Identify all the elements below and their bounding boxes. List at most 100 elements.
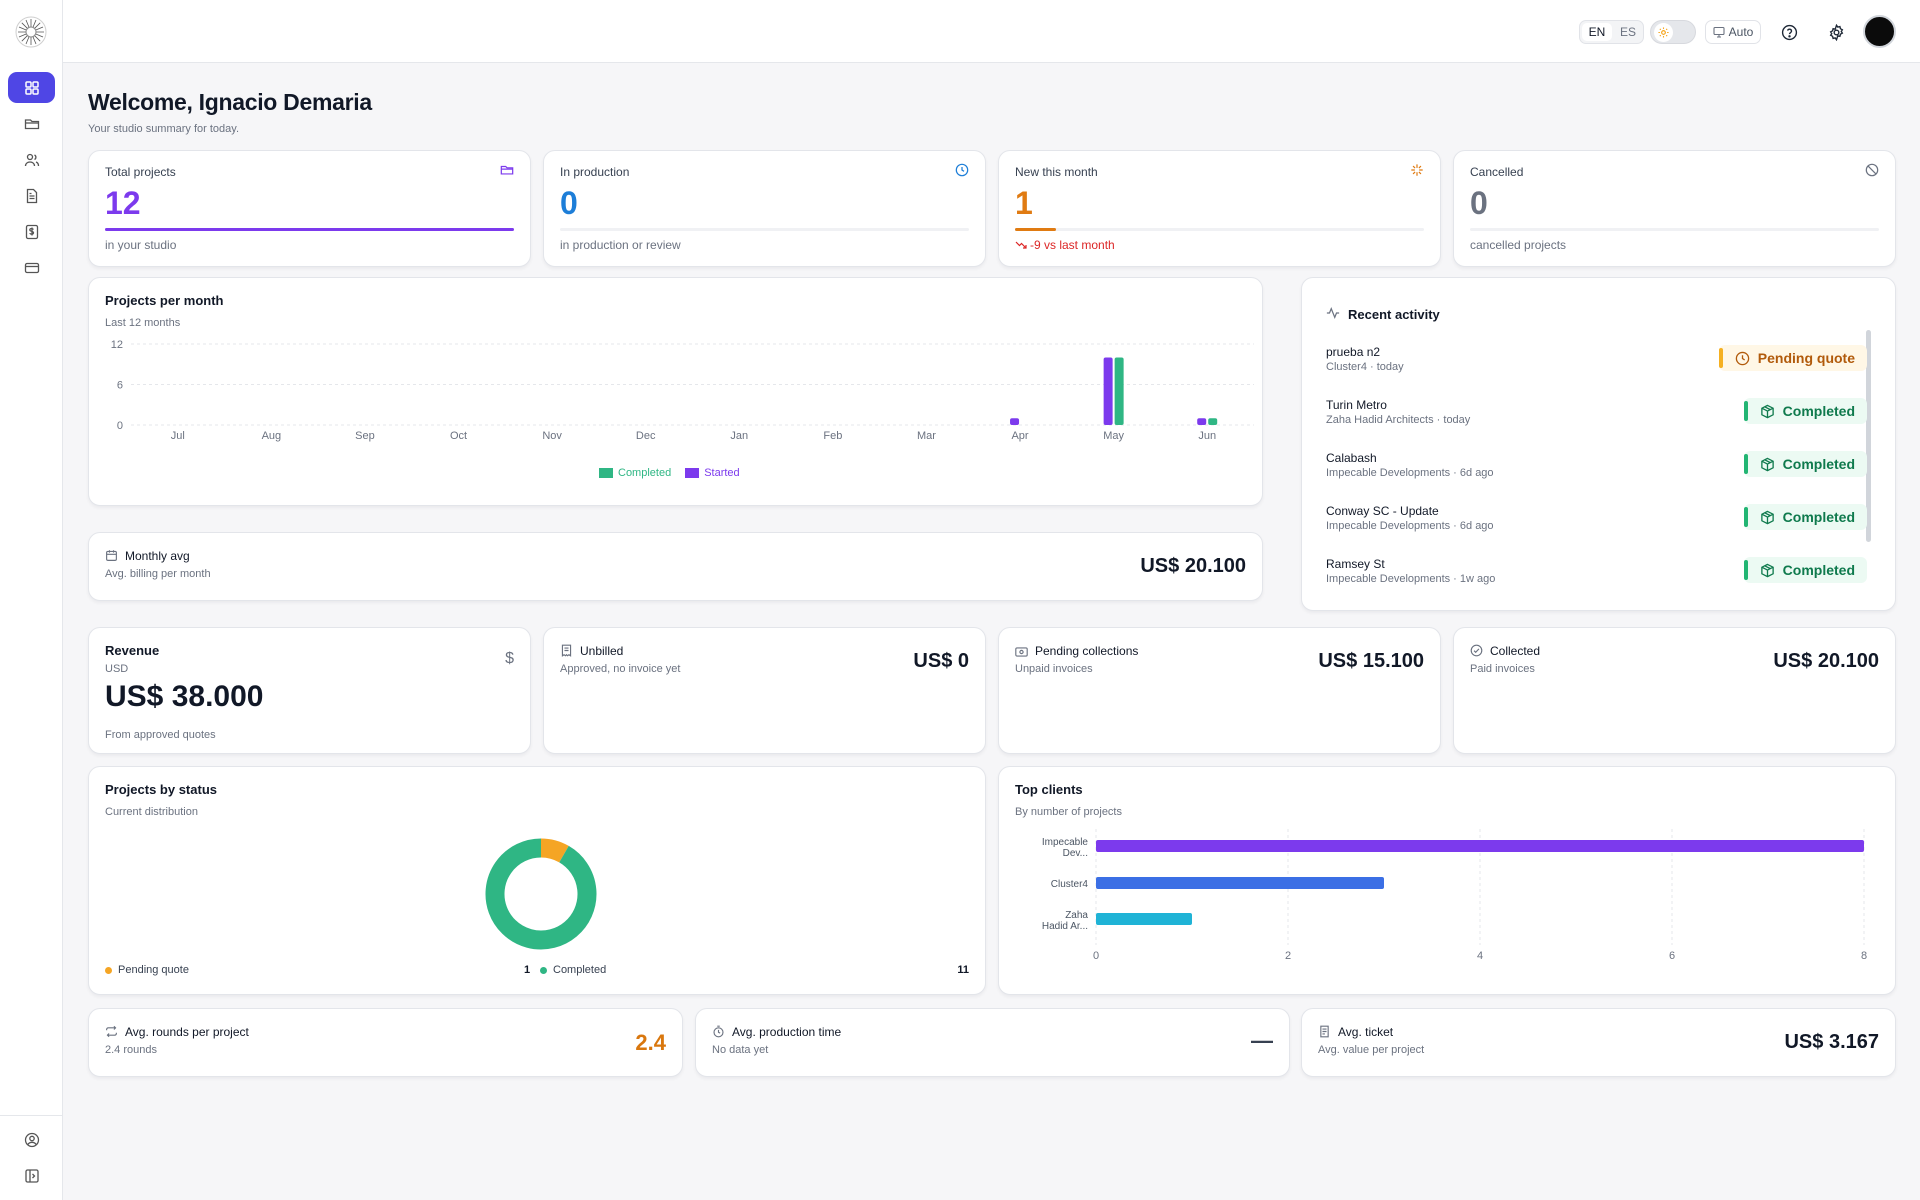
client-label: Hadid Ar...	[1042, 921, 1088, 932]
activity-item[interactable]: prueba n2 Cluster4 · today Pending quote	[1326, 345, 1867, 389]
help-icon	[1781, 24, 1797, 40]
settings-button[interactable]	[1824, 20, 1848, 44]
stat-progress-fill	[1015, 228, 1056, 231]
y-tick-label: 0	[117, 420, 123, 432]
stat-card-in-production[interactable]: In production 0 in production or review	[543, 150, 986, 267]
card-subtitle: Approved, no invoice yet	[560, 663, 681, 675]
help-button[interactable]	[1777, 20, 1801, 44]
stat-value: 0	[1470, 185, 1488, 221]
sidebar-divider	[0, 1115, 63, 1116]
avatar[interactable]	[1863, 15, 1896, 48]
stat-card-new-this-month[interactable]: New this month 1 -9 vs last month	[998, 150, 1441, 267]
lang-en-button[interactable]: EN	[1582, 23, 1612, 41]
trending-down-icon	[1015, 241, 1027, 249]
panel-toggle-icon	[24, 1168, 39, 1183]
status-badge: Completed	[1743, 504, 1867, 530]
bar-completed	[1114, 357, 1124, 425]
activity-scrollbar[interactable]	[1866, 330, 1871, 542]
sidebar-item-payments[interactable]	[8, 252, 55, 283]
client-label: Zaha	[1065, 910, 1088, 921]
sidebar-item-profile[interactable]	[8, 1124, 55, 1155]
stat-label: In production	[560, 165, 630, 179]
activity-name: Conway SC - Update	[1326, 504, 1439, 518]
status-badge: Completed	[1743, 451, 1867, 477]
app-logo[interactable]	[15, 16, 47, 48]
activity-meta: Impecable Developments · 6d ago	[1326, 467, 1494, 479]
legend-item-pending-quote[interactable]: Pending quote	[105, 964, 189, 976]
legend-item-completed[interactable]: Completed	[599, 467, 671, 479]
sun-icon	[1654, 23, 1673, 42]
x-tick-label: Apr	[1011, 430, 1028, 442]
x-tick-label: Jan	[730, 430, 748, 442]
bar-started	[1010, 418, 1020, 425]
status-badge: Completed	[1743, 557, 1867, 583]
pending-collections-value: US$ 15.100	[1318, 650, 1424, 672]
legend-item-started[interactable]: Started	[685, 467, 740, 479]
x-tick-label: Feb	[823, 430, 842, 442]
activity-icon	[1326, 306, 1340, 325]
activity-meta: Impecable Developments · 1w ago	[1326, 573, 1496, 585]
status-badge-label: Completed	[1782, 403, 1855, 419]
collected-value: US$ 20.100	[1773, 650, 1879, 672]
stat-progress	[1015, 228, 1424, 231]
sidebar-collapse-button[interactable]	[8, 1160, 55, 1191]
bar-started	[1197, 418, 1207, 425]
main-content: Welcome, Ignacio Demaria Your studio sum…	[63, 63, 1920, 1200]
avg-rounds-value: 2.4	[635, 1030, 666, 1055]
card-title: Unbilled	[580, 644, 624, 658]
stat-card-total-projects[interactable]: Total projects 12 in your studio	[88, 150, 531, 267]
x-tick-label: Nov	[542, 430, 562, 442]
sidebar-item-dashboard[interactable]	[8, 72, 55, 103]
stat-progress-fill	[105, 228, 514, 231]
stat-progress	[105, 228, 514, 231]
y-tick-label: 12	[111, 339, 123, 351]
card-subtitle: By number of projects	[1015, 806, 1122, 818]
timer-icon	[712, 1025, 725, 1043]
card-subtitle: No data yet	[712, 1044, 769, 1056]
dollar-icon: $	[505, 650, 514, 667]
theme-auto-button[interactable]: Auto	[1705, 20, 1761, 44]
package-icon	[1760, 563, 1774, 577]
x-tick-label: Jul	[171, 430, 185, 442]
sidebar-item-clients[interactable]	[8, 144, 55, 175]
monitor-icon	[1713, 26, 1725, 38]
repeat-icon	[105, 1025, 118, 1043]
client-label: Impecable	[1042, 837, 1089, 848]
sidebar-item-billing[interactable]	[8, 216, 55, 247]
legend-count: 11	[957, 964, 969, 976]
x-tick-label: 4	[1477, 950, 1483, 962]
activity-item[interactable]: Conway SC - Update Impecable Development…	[1326, 504, 1867, 548]
avg-production-time-value: —	[1251, 1028, 1273, 1053]
users-icon	[24, 153, 39, 166]
top-bar: EN ES Auto	[63, 0, 1920, 63]
activity-name: Ramsey St	[1326, 557, 1385, 571]
card-subtitle: Avg. value per project	[1318, 1044, 1425, 1056]
card-title: Pending collections	[1035, 644, 1139, 658]
card-subtitle: Last 12 months	[105, 317, 181, 329]
recent-activity-card: Recent activity prueba n2 Cluster4 · tod…	[1301, 277, 1896, 611]
lang-es-button[interactable]: ES	[1619, 25, 1636, 39]
status-legend: Pending quote 1 Completed 11	[105, 964, 969, 980]
user-circle-icon	[24, 1132, 39, 1147]
x-tick-label: 8	[1861, 950, 1867, 962]
sidebar-item-projects[interactable]	[8, 108, 55, 139]
revenue-sub: From approved quotes	[105, 729, 216, 741]
sidebar-item-quotes[interactable]	[8, 180, 55, 211]
monthly-avg-card: Monthly avg Avg. billing per month US$ 2…	[88, 532, 1263, 601]
stat-card-cancelled[interactable]: Cancelled 0 cancelled projects	[1453, 150, 1896, 267]
activity-name: Calabash	[1326, 451, 1377, 465]
card-subtitle: Avg. billing per month	[105, 568, 211, 580]
activity-item[interactable]: Turin Metro Zaha Hadid Architects · toda…	[1326, 398, 1867, 442]
stat-progress	[1470, 228, 1879, 231]
credit-card-icon	[24, 262, 39, 273]
avg-ticket-card: Avg. ticket Avg. value per project US$ 3…	[1301, 1008, 1896, 1077]
document-icon	[1318, 1025, 1331, 1043]
y-tick-label: 6	[117, 380, 123, 392]
legend-item-completed[interactable]: Completed	[540, 964, 606, 976]
unbilled-card: Unbilled Approved, no invoice yet US$ 0	[543, 627, 986, 754]
card-title: Collected	[1490, 644, 1541, 658]
theme-toggle[interactable]	[1650, 20, 1696, 44]
activity-item[interactable]: Calabash Impecable Developments · 6d ago…	[1326, 451, 1867, 495]
status-badge-label: Completed	[1782, 509, 1855, 525]
activity-item[interactable]: Ramsey St Impecable Developments · 1w ag…	[1326, 557, 1867, 601]
